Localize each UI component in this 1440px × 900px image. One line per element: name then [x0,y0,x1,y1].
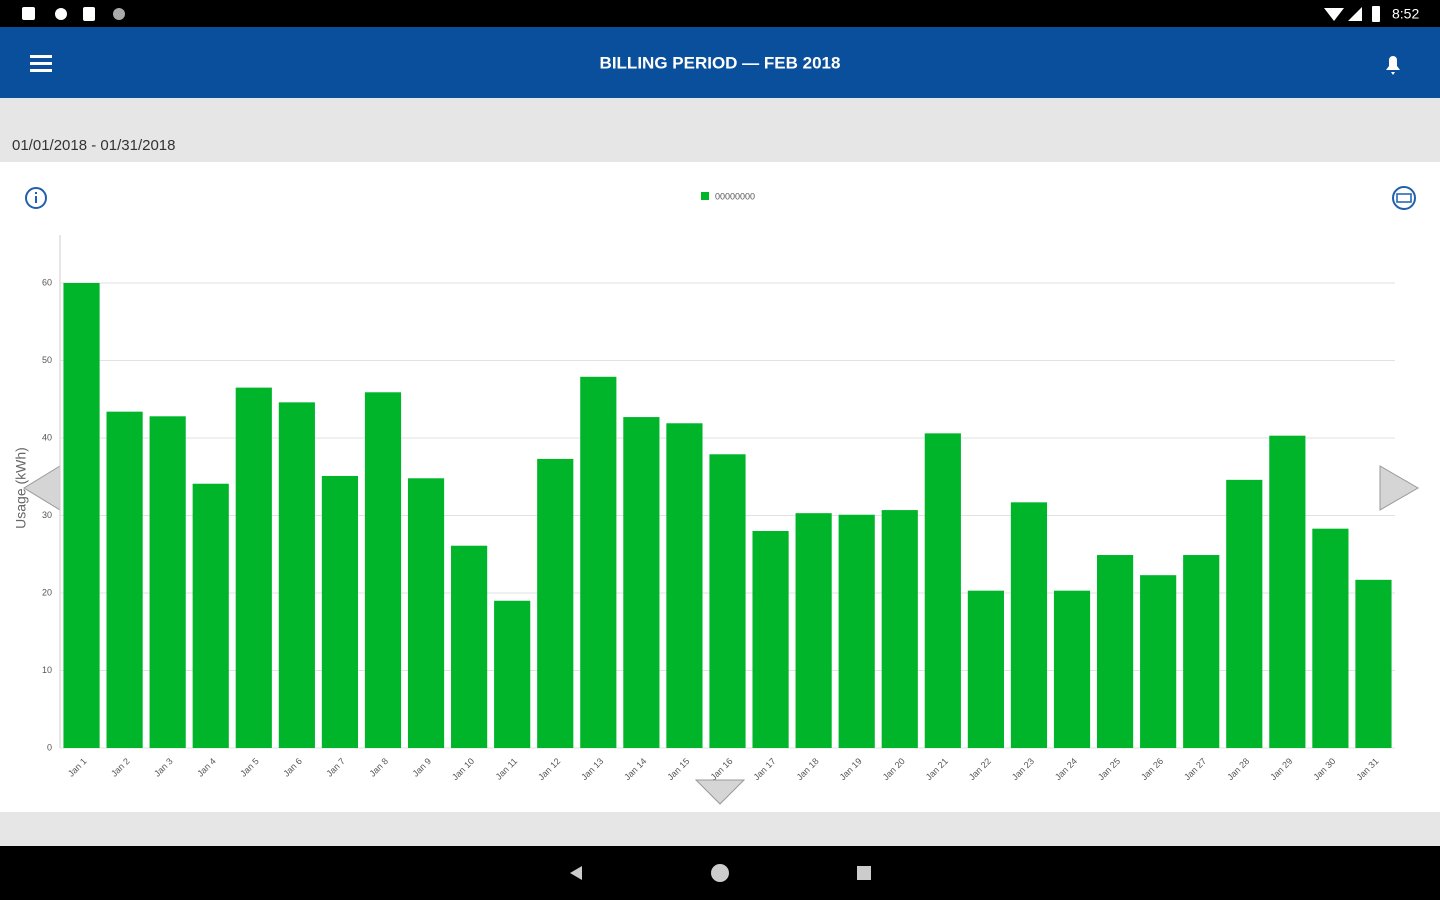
bar [1355,579,1392,748]
bar [149,416,186,748]
info-circle [25,187,47,209]
menu-line [30,62,52,65]
bar [623,417,660,748]
wifi-icon [1324,8,1344,21]
bar [1010,502,1048,748]
bar [666,423,703,748]
refresh-button[interactable] [1392,186,1416,210]
info-button[interactable] [25,187,47,209]
info-glyph [35,196,37,203]
bar [1183,555,1220,748]
bar [364,392,402,748]
bar [709,454,746,748]
bar [1096,555,1134,748]
y-axis-title: Usage (kWh) [13,447,29,529]
bar [407,478,445,748]
signal-icon [1348,7,1362,21]
bar [838,514,875,748]
y-tick-label: 60 [42,277,52,287]
y-tick-label: 30 [42,510,52,520]
bar [1269,435,1306,748]
status-time: 8:52 [1392,6,1419,22]
bar [106,411,143,748]
status-icon [55,8,67,20]
bar [278,402,315,748]
nav-back[interactable] [570,866,582,880]
nav-home[interactable] [711,864,729,882]
legend-label: 00000000 [715,191,755,201]
refresh-circle [1392,186,1416,210]
bar [881,510,918,748]
app-header [0,27,1440,98]
bar [1140,575,1177,748]
legend-swatch [701,192,709,200]
refresh-glyph [1396,193,1412,203]
status-icon [113,8,125,20]
menu-line [30,69,52,72]
bar [967,590,1004,748]
bar [235,387,272,748]
bar [580,376,617,748]
battery-icon [1372,6,1380,22]
notification-button[interactable] [1386,56,1400,75]
bar [1053,590,1091,748]
bar [1312,528,1349,748]
scroll-down-button[interactable] [694,779,746,805]
bar [537,458,574,748]
date-range: 01/01/2018 - 01/31/2018 [12,137,175,154]
bar [795,513,832,748]
bar [924,433,961,748]
next-button[interactable] [1379,465,1419,511]
y-tick-label: 10 [42,665,52,675]
status-icon [83,7,95,21]
bar [321,475,359,748]
bar [1226,479,1263,748]
status-icon [22,7,35,20]
menu-line [30,55,52,58]
nav-recents[interactable] [857,866,871,880]
bar [451,545,488,748]
y-tick-label: 40 [42,432,52,442]
bar [752,531,789,748]
bar [494,600,531,748]
bar [192,483,229,748]
status-bar [0,0,1440,27]
menu-button[interactable] [30,55,52,72]
y-tick-label: 20 [42,587,52,597]
bar [63,283,100,748]
y-tick-label: 0 [47,742,52,752]
info-glyph [35,192,37,194]
y-tick-label: 50 [42,355,52,365]
header-title: BILLING PERIOD — FEB 2018 [600,53,841,72]
